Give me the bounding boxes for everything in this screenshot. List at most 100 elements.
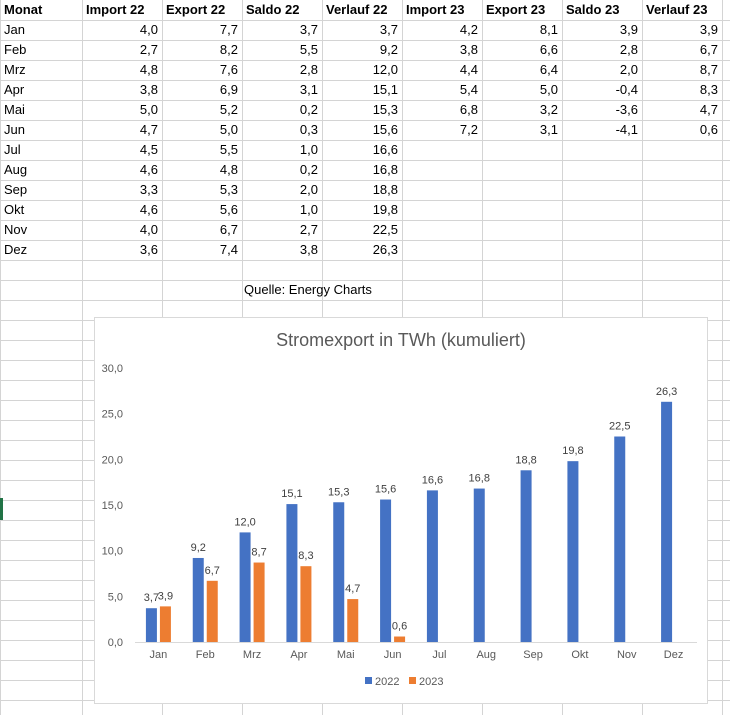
table-cell[interactable]: -0,4 bbox=[615, 82, 638, 97]
table-cell[interactable]: 15,1 bbox=[372, 82, 398, 97]
table-cell[interactable]: 26,3 bbox=[372, 242, 398, 257]
table-cell[interactable]: 5,0 bbox=[139, 102, 158, 117]
table-cell[interactable]: 2,7 bbox=[139, 42, 158, 57]
table-cell[interactable]: 6,7 bbox=[219, 222, 238, 237]
table-cell[interactable]: 5,4 bbox=[459, 82, 478, 97]
table-cell[interactable]: 0,6 bbox=[699, 122, 718, 137]
legend-swatch-2023 bbox=[409, 677, 416, 684]
header-cell[interactable]: Verlauf 23 bbox=[646, 2, 708, 17]
header-cell[interactable]: Import 23 bbox=[406, 2, 465, 17]
table-cell[interactable]: Dez bbox=[4, 242, 28, 257]
legend-swatch-2022 bbox=[365, 677, 372, 684]
table-cell[interactable]: 4,2 bbox=[459, 22, 478, 37]
table-cell[interactable]: 5,3 bbox=[219, 182, 238, 197]
table-cell[interactable]: 4,6 bbox=[139, 162, 158, 177]
table-cell[interactable]: 7,7 bbox=[219, 22, 238, 37]
header-cell[interactable]: Verlauf 22 bbox=[326, 2, 388, 17]
table-cell[interactable]: 8,3 bbox=[699, 82, 718, 97]
table-cell[interactable]: 6,4 bbox=[539, 62, 558, 77]
table-cell[interactable]: 0,2 bbox=[299, 102, 318, 117]
table-cell[interactable]: Apr bbox=[4, 82, 25, 97]
table-cell[interactable]: 6,8 bbox=[459, 102, 478, 117]
table-cell[interactable]: 1,0 bbox=[299, 142, 318, 157]
header-cell[interactable]: Export 23 bbox=[486, 2, 546, 17]
table-cell[interactable]: 22,5 bbox=[372, 222, 398, 237]
table-cell[interactable]: 8,2 bbox=[219, 42, 238, 57]
table-cell[interactable]: 5,5 bbox=[299, 42, 318, 57]
table-cell[interactable]: 3,3 bbox=[139, 182, 158, 197]
table-cell[interactable]: 3,1 bbox=[299, 82, 318, 97]
table-cell[interactable]: Mrz bbox=[4, 62, 26, 77]
table-cell[interactable]: 3,7 bbox=[299, 22, 318, 37]
data-label-2022: 9,2 bbox=[191, 542, 206, 554]
header-cell[interactable]: Import 22 bbox=[86, 2, 145, 17]
table-cell[interactable]: 4,8 bbox=[139, 62, 158, 77]
table-cell[interactable]: 6,6 bbox=[539, 42, 558, 57]
table-cell[interactable]: 3,8 bbox=[139, 82, 158, 97]
table-cell[interactable]: 2,8 bbox=[299, 62, 318, 77]
table-cell[interactable]: Aug bbox=[4, 162, 28, 177]
table-cell[interactable]: 3,1 bbox=[539, 122, 558, 137]
table-cell[interactable]: 3,9 bbox=[699, 22, 718, 37]
table-cell[interactable]: 2,0 bbox=[299, 182, 318, 197]
table-cell[interactable]: 4,5 bbox=[139, 142, 158, 157]
table-cell[interactable]: Jun bbox=[4, 122, 25, 137]
table-cell[interactable]: 5,6 bbox=[219, 202, 238, 217]
table-cell[interactable]: 1,0 bbox=[299, 202, 318, 217]
table-cell[interactable]: Okt bbox=[4, 202, 25, 217]
table-cell[interactable]: 12,0 bbox=[372, 62, 398, 77]
table-cell[interactable]: 2,7 bbox=[299, 222, 318, 237]
table-cell[interactable]: 8,7 bbox=[699, 62, 718, 77]
table-cell[interactable]: 16,8 bbox=[372, 162, 398, 177]
table-cell[interactable]: Nov bbox=[4, 222, 28, 237]
table-cell[interactable]: 0,3 bbox=[299, 122, 318, 137]
bar-2022 bbox=[333, 502, 345, 642]
table-cell[interactable]: 0,2 bbox=[299, 162, 318, 177]
table-cell[interactable]: -3,6 bbox=[615, 102, 638, 117]
table-cell[interactable]: 3,9 bbox=[619, 22, 638, 37]
x-tick-label: Dez bbox=[664, 649, 684, 661]
header-cell[interactable]: Saldo 22 bbox=[246, 2, 300, 17]
table-cell[interactable]: Sep bbox=[4, 182, 28, 197]
table-cell[interactable]: 5,2 bbox=[219, 102, 238, 117]
table-cell[interactable]: Jul bbox=[4, 142, 21, 157]
table-cell[interactable]: 19,8 bbox=[372, 202, 398, 217]
header-cell[interactable]: Saldo 23 bbox=[566, 2, 620, 17]
table-cell[interactable]: 15,6 bbox=[372, 122, 398, 137]
table-cell[interactable]: 3,6 bbox=[139, 242, 158, 257]
table-cell[interactable]: 5,0 bbox=[219, 122, 238, 137]
table-cell[interactable]: 7,2 bbox=[459, 122, 478, 137]
table-cell[interactable]: Mai bbox=[4, 102, 25, 117]
chart[interactable]: Stromexport in TWh (kumuliert) 0,0 5,0 10,… bbox=[94, 317, 708, 704]
table-cell[interactable]: 9,2 bbox=[379, 42, 398, 57]
table-cell[interactable]: 4,7 bbox=[699, 102, 718, 117]
table-cell[interactable]: 3,2 bbox=[539, 102, 558, 117]
table-cell[interactable]: 15,3 bbox=[372, 102, 398, 117]
table-cell[interactable]: -4,1 bbox=[615, 122, 638, 137]
table-cell[interactable]: 4,8 bbox=[219, 162, 238, 177]
table-cell[interactable]: 4,4 bbox=[459, 62, 478, 77]
table-cell[interactable]: 2,0 bbox=[619, 62, 638, 77]
table-cell[interactable]: 4,0 bbox=[139, 222, 158, 237]
table-cell[interactable]: 4,7 bbox=[139, 122, 158, 137]
table-cell[interactable]: 4,6 bbox=[139, 202, 158, 217]
table-cell[interactable]: 7,6 bbox=[219, 62, 238, 77]
table-cell[interactable]: 7,4 bbox=[219, 242, 238, 257]
table-cell[interactable]: 2,8 bbox=[619, 42, 638, 57]
table-cell[interactable]: 5,0 bbox=[539, 82, 558, 97]
table-cell[interactable]: 3,8 bbox=[459, 42, 478, 57]
table-cell[interactable]: 18,8 bbox=[372, 182, 398, 197]
table-cell[interactable]: Feb bbox=[4, 42, 27, 57]
source-note[interactable]: Quelle: Energy Charts bbox=[244, 282, 372, 297]
table-cell[interactable]: 3,8 bbox=[299, 242, 318, 257]
header-cell[interactable]: Export 22 bbox=[166, 2, 226, 17]
header-cell[interactable]: Monat bbox=[4, 2, 43, 17]
table-cell[interactable]: 6,7 bbox=[699, 42, 718, 57]
table-cell[interactable]: 16,6 bbox=[372, 142, 398, 157]
table-cell[interactable]: 6,9 bbox=[219, 82, 238, 97]
table-cell[interactable]: Jan bbox=[4, 22, 25, 37]
table-cell[interactable]: 4,0 bbox=[139, 22, 158, 37]
table-cell[interactable]: 3,7 bbox=[379, 22, 398, 37]
table-cell[interactable]: 8,1 bbox=[539, 22, 558, 37]
table-cell[interactable]: 5,5 bbox=[219, 142, 238, 157]
